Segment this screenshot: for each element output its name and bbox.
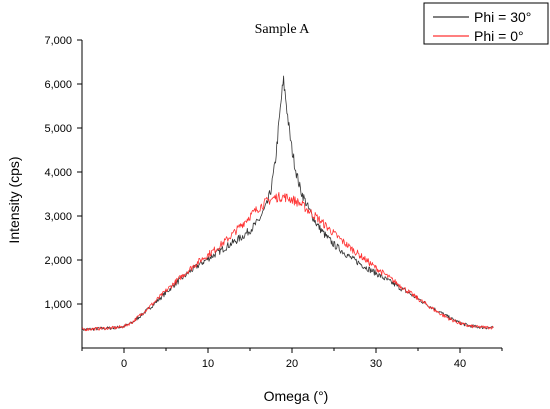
x-tick-label: 40 xyxy=(454,358,466,370)
y-axis-title: Intensity (cps) xyxy=(6,156,22,243)
x-tick-label: 20 xyxy=(286,358,298,370)
legend-box xyxy=(423,2,549,45)
y-tick-label: 5,000 xyxy=(44,123,72,135)
y-tick-label: 4,000 xyxy=(44,167,72,179)
legend: Phi = 30° Phi = 0° xyxy=(423,2,549,45)
y-tick-label: 1,000 xyxy=(44,299,72,311)
legend-label: Phi = 0° xyxy=(474,28,524,44)
series-line-0 xyxy=(81,75,494,332)
series-group xyxy=(81,75,494,332)
x-tick-label: 0 xyxy=(121,358,127,370)
y-axis-ticks: 1,000 2,000 3,000 4,000 5,000 6,000 7,000 xyxy=(44,35,82,311)
plot-frame xyxy=(81,40,502,349)
y-tick-label: 6,000 xyxy=(44,79,72,91)
y-tick-label: 7,000 xyxy=(44,35,72,47)
legend-label: Phi = 30° xyxy=(474,9,531,25)
chart-title: Sample A xyxy=(255,22,311,37)
x-tick-label: 10 xyxy=(202,358,214,370)
series-line-1 xyxy=(81,192,494,332)
y-tick-label: 2,000 xyxy=(44,255,72,267)
x-axis-title: Omega (°) xyxy=(264,388,329,404)
x-axis-ticks: 0 10 20 30 40 xyxy=(81,348,503,370)
x-tick-label: 30 xyxy=(370,358,382,370)
y-tick-label: 3,000 xyxy=(44,211,72,223)
